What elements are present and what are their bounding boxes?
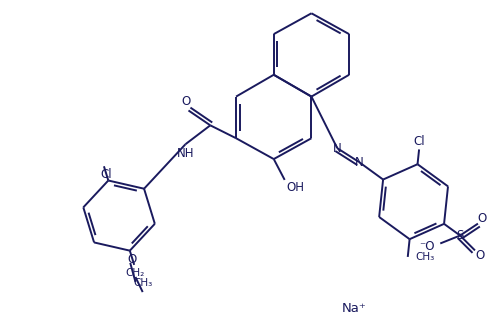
Text: O: O bbox=[128, 254, 137, 266]
Text: CH₂: CH₂ bbox=[126, 268, 145, 278]
Text: CH₃: CH₃ bbox=[133, 278, 152, 288]
Text: S: S bbox=[457, 229, 464, 242]
Text: OH: OH bbox=[287, 181, 304, 194]
Text: Na⁺: Na⁺ bbox=[342, 302, 366, 315]
Text: Cl: Cl bbox=[413, 135, 425, 148]
Text: O: O bbox=[181, 95, 190, 108]
Text: O: O bbox=[477, 212, 487, 225]
Text: ⁻O: ⁻O bbox=[419, 240, 435, 253]
Text: O: O bbox=[475, 249, 485, 262]
Text: Cl: Cl bbox=[100, 168, 112, 181]
Text: NH: NH bbox=[177, 147, 194, 160]
Text: N: N bbox=[333, 142, 342, 155]
Text: N: N bbox=[355, 156, 363, 168]
Text: CH₃: CH₃ bbox=[416, 252, 435, 262]
